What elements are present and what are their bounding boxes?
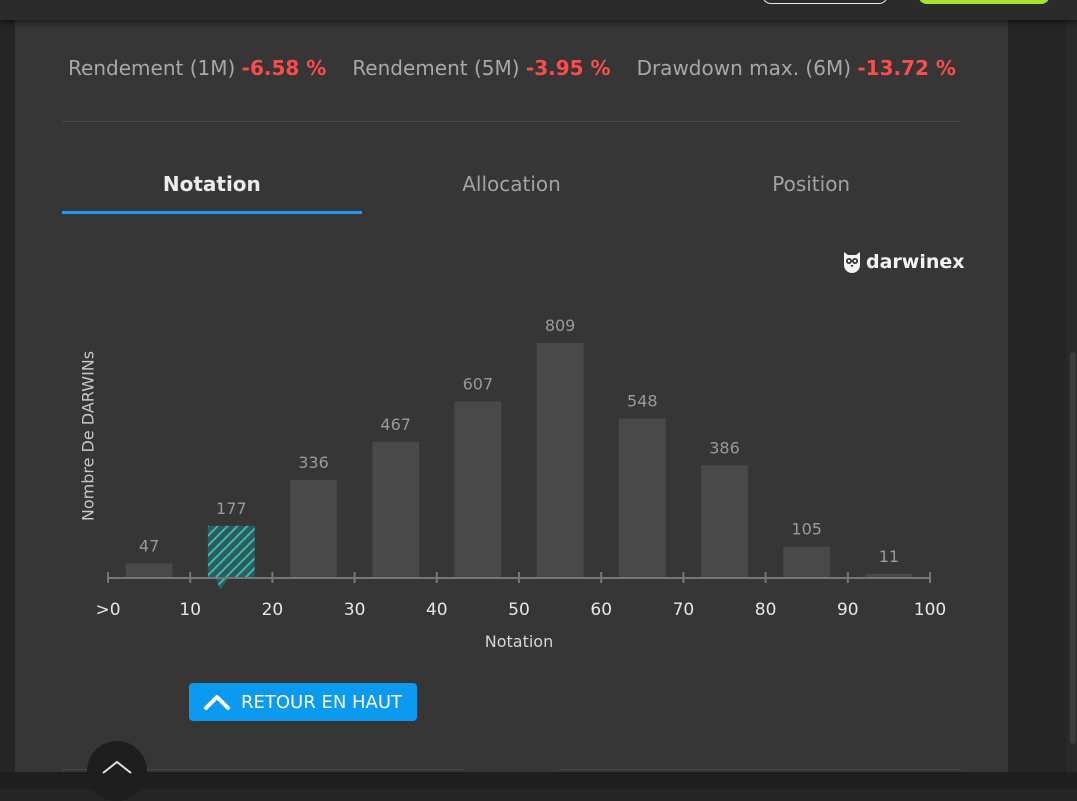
bar-value-label: 548 (627, 391, 658, 410)
stat-max-drawdown: Drawdown max. (6M) -13.72 % (637, 56, 956, 86)
stat-label: Rendement (1M) (68, 56, 236, 80)
histogram-bar[interactable] (865, 573, 913, 577)
bar-value-label: 47 (139, 536, 159, 555)
bar-value-label: 336 (298, 453, 329, 472)
histogram-bar[interactable] (290, 479, 337, 577)
stat-value: -3.95 % (525, 56, 611, 80)
top-outline-button[interactable] (762, 0, 888, 4)
histogram-bar-highlighted[interactable] (207, 525, 255, 577)
histogram-bar[interactable] (701, 465, 748, 577)
x-tick-label: 70 (673, 600, 695, 620)
bar-value-label: 177 (216, 499, 247, 518)
x-axis-label: Notation (485, 632, 553, 651)
bar-value-label: 386 (709, 438, 740, 457)
chevron-up-icon (102, 760, 132, 774)
histogram-bar[interactable] (454, 401, 502, 577)
top-green-button[interactable] (918, 0, 1050, 4)
tab-position[interactable]: Position (772, 172, 851, 196)
stat-return-5m: Rendement (5M) -3.95 % (352, 56, 610, 86)
histogram-bar[interactable] (125, 563, 173, 577)
bottom-strip (0, 772, 1077, 789)
x-tick-label: 50 (508, 600, 530, 620)
stat-label: Drawdown max. (6M) (636, 56, 851, 80)
divider (559, 769, 961, 770)
x-tick-label: 30 (344, 600, 366, 620)
bar-value-label: 809 (545, 316, 576, 335)
stats-row: Rendement (1M) -6.58 % Rendement (5M) -3… (62, 56, 962, 86)
tab-allocation[interactable]: Allocation (462, 172, 561, 196)
stat-value: -6.58 % (241, 56, 327, 80)
top-bar (0, 0, 1077, 20)
stat-label: Rendement (5M) (352, 56, 520, 80)
x-tick-label: 40 (426, 600, 448, 620)
content-panel (15, 20, 1008, 772)
stat-value: -13.72 % (857, 56, 956, 80)
x-tick-label: 20 (262, 600, 284, 620)
darwinex-logo: darwinex (842, 250, 965, 274)
x-tick-label: 60 (590, 600, 612, 620)
scrollbar-thumb[interactable] (1070, 352, 1076, 744)
x-tick-label: 100 (914, 600, 946, 620)
owl-icon (844, 252, 860, 273)
current-rating-marker (215, 577, 230, 590)
x-tick-label: 80 (755, 600, 777, 620)
logo-text: darwinex (866, 251, 965, 273)
histogram-bar[interactable] (618, 418, 666, 577)
back-to-top-label: RETOUR EN HAUT (241, 691, 403, 713)
bar-value-label: 11 (879, 547, 899, 566)
divider (62, 121, 961, 122)
bar-value-label: 105 (791, 520, 822, 539)
histogram-bar[interactable] (372, 441, 420, 577)
tab-bar: Notation Allocation Position (62, 166, 961, 214)
histogram-bar[interactable] (536, 343, 584, 577)
tab-notation[interactable]: Notation (62, 166, 362, 214)
bar-value-label: 607 (463, 374, 494, 393)
scroll-up-button[interactable] (87, 741, 147, 801)
histogram-bar[interactable] (783, 546, 831, 577)
x-tick-label: >0 (95, 600, 120, 620)
divider (62, 769, 464, 770)
x-tick-label: 10 (179, 600, 201, 620)
bar-value-label: 467 (380, 415, 411, 434)
chevron-up-icon (204, 695, 230, 710)
stat-return-1m: Rendement (1M) -6.58 % (68, 56, 326, 86)
x-tick-label: 90 (837, 600, 859, 620)
back-to-top-button[interactable]: RETOUR EN HAUT (189, 683, 417, 721)
